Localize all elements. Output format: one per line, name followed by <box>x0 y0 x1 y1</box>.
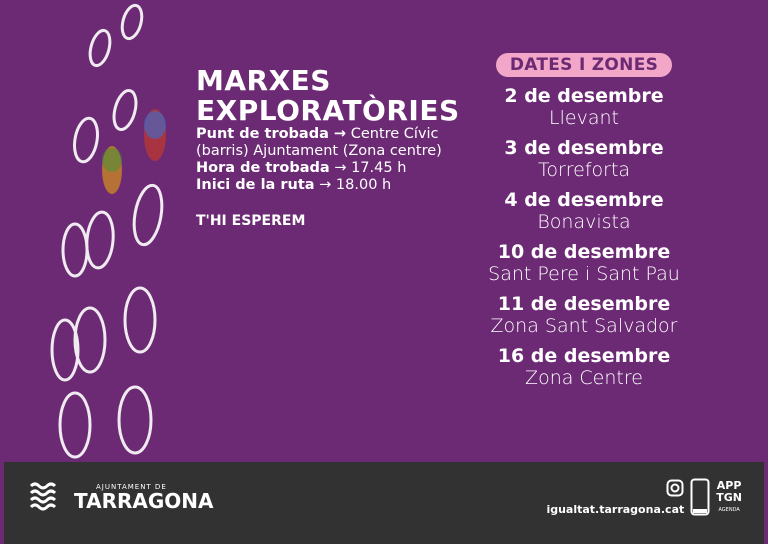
instagram-icon[interactable] <box>666 479 684 497</box>
website-link[interactable]: igualtat.tarragona.cat <box>546 503 685 516</box>
dates-header: DATES I ZONES <box>495 53 673 77</box>
dates-list: DATES I ZONES 2 de desembre Llevant 3 de … <box>478 53 690 389</box>
meeting-time: Hora de trobada → 17.45 h <box>196 160 407 176</box>
event-info: MARXES EXPLORATÒRIES Punt de trobada → C… <box>196 64 486 230</box>
meeting-point: Punt de trobada → Centre Cívic <box>196 126 439 142</box>
title-line-2: EXPLORATÒRIES <box>196 94 460 127</box>
date-item: 10 de desembre Sant Pere i Sant Pau <box>488 241 680 285</box>
date-item: 3 de desembre Torreforta <box>504 137 664 181</box>
smartphone-icon <box>690 478 710 516</box>
poster: MARXES EXPLORATÒRIES Punt de trobada → C… <box>50 3 690 459</box>
footprints-illustration <box>50 3 166 459</box>
footer-links: igualtat.tarragona.cat APP TGN AGENDA <box>546 478 742 516</box>
closing-text: T'HI ESPEREM <box>196 213 306 229</box>
tarragona-waves-icon <box>29 482 57 511</box>
date-item: 11 de desembre Zona Sant Salvador <box>490 293 678 337</box>
title-line-1: MARXES <box>196 64 331 97</box>
app-tgn-link[interactable]: APP TGN AGENDA <box>716 479 742 514</box>
date-item: 2 de desembre Llevant <box>504 85 664 129</box>
date-item: 16 de desembre Zona Centre <box>497 345 671 389</box>
footer: AJUNTAMENT DE TARRAGONA igualtat.tarrago… <box>4 462 764 544</box>
route-start: Inici de la ruta → 18.00 h <box>196 177 392 193</box>
tarragona-logo: AJUNTAMENT DE TARRAGONA <box>28 480 213 514</box>
meeting-point-cont: (barris) Ajuntament (Zona centre) <box>196 143 442 159</box>
date-item: 4 de desembre Bonavista <box>504 189 664 233</box>
